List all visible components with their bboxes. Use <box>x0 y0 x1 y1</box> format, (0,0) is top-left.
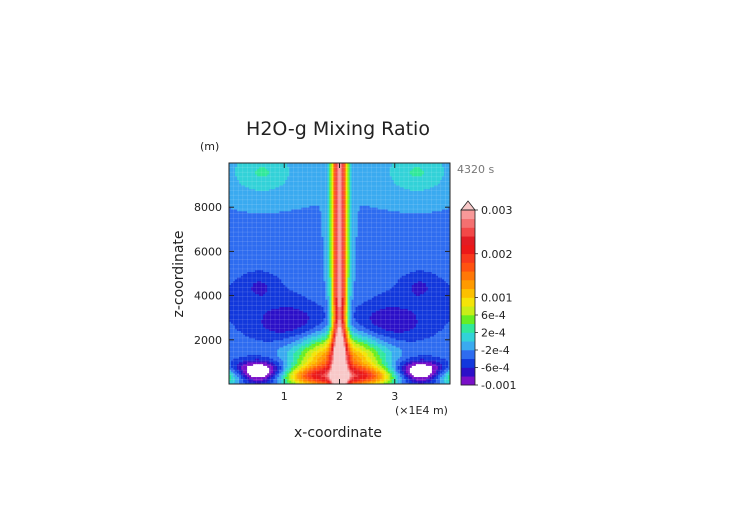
x-unit-label: (×1E4 m) <box>395 404 448 417</box>
colorbar-swatch <box>461 315 475 325</box>
colorbar-tick-label: -0.001 <box>481 379 516 392</box>
colorbar-swatch <box>461 367 475 377</box>
x-tick-label: 2 <box>336 390 343 403</box>
colorbar-swatch <box>461 253 475 263</box>
colorbar-swatch <box>461 341 475 351</box>
plot-area <box>228 162 451 385</box>
colorbar-tick-label: -6e-4 <box>481 362 510 375</box>
colorbar-tick-label: 0.003 <box>481 204 513 217</box>
y-tick-label: 6000 <box>194 245 222 258</box>
colorbar-swatch <box>461 210 475 220</box>
y-tick-label: 2000 <box>194 334 222 347</box>
colorbar-swatch <box>461 306 475 316</box>
colorbar-swatch <box>461 280 475 290</box>
x-tick-label: 1 <box>281 390 288 403</box>
colorbar-tick-label: -2e-4 <box>481 344 510 357</box>
time-label: 4320 s <box>457 163 494 176</box>
y-axis: 2000 4000 6000 8000 <box>194 201 450 347</box>
colorbar-swatch <box>461 271 475 281</box>
colorbar-swatch <box>461 297 475 307</box>
y-tick-label: 4000 <box>194 290 222 303</box>
colorbar-tick-label: 2e-4 <box>481 327 506 340</box>
colorbar-tick-label: 6e-4 <box>481 309 506 322</box>
colorbar-swatch <box>461 376 475 386</box>
grid-layer <box>229 163 450 384</box>
x-axis-label: x-coordinate <box>294 425 382 441</box>
colorbar-swatch <box>461 358 475 368</box>
colorbar-extend-arrow <box>460 200 476 211</box>
colorbar-tick-label: 0.001 <box>481 292 513 305</box>
y-tick-label: 8000 <box>194 201 222 214</box>
colorbar-swatch <box>461 262 475 272</box>
colorbar-swatch <box>461 245 475 255</box>
colorbar-swatch <box>461 227 475 237</box>
x-tick-label: 3 <box>391 390 398 403</box>
y-unit-label: (m) <box>200 140 219 153</box>
colorbar-swatch <box>461 350 475 360</box>
colorbar-swatch <box>461 288 475 298</box>
colorbar-swatch <box>461 332 475 342</box>
chart-title: H2O-g Mixing Ratio <box>246 118 430 140</box>
colorbar-tick-label: 0.002 <box>481 248 513 261</box>
field-layer <box>229 163 451 385</box>
y-axis-label: z-coordinate <box>171 230 187 317</box>
colorbar-swatch <box>461 323 475 333</box>
colorbar: 0.003 0.002 0.001 6e-4 2e-4 -2e-4 -6e-4 -0.001 <box>460 200 516 392</box>
colorbar-swatch <box>461 236 475 246</box>
colorbar-swatch <box>461 218 475 228</box>
x-axis: 1 2 3 <box>281 163 398 403</box>
